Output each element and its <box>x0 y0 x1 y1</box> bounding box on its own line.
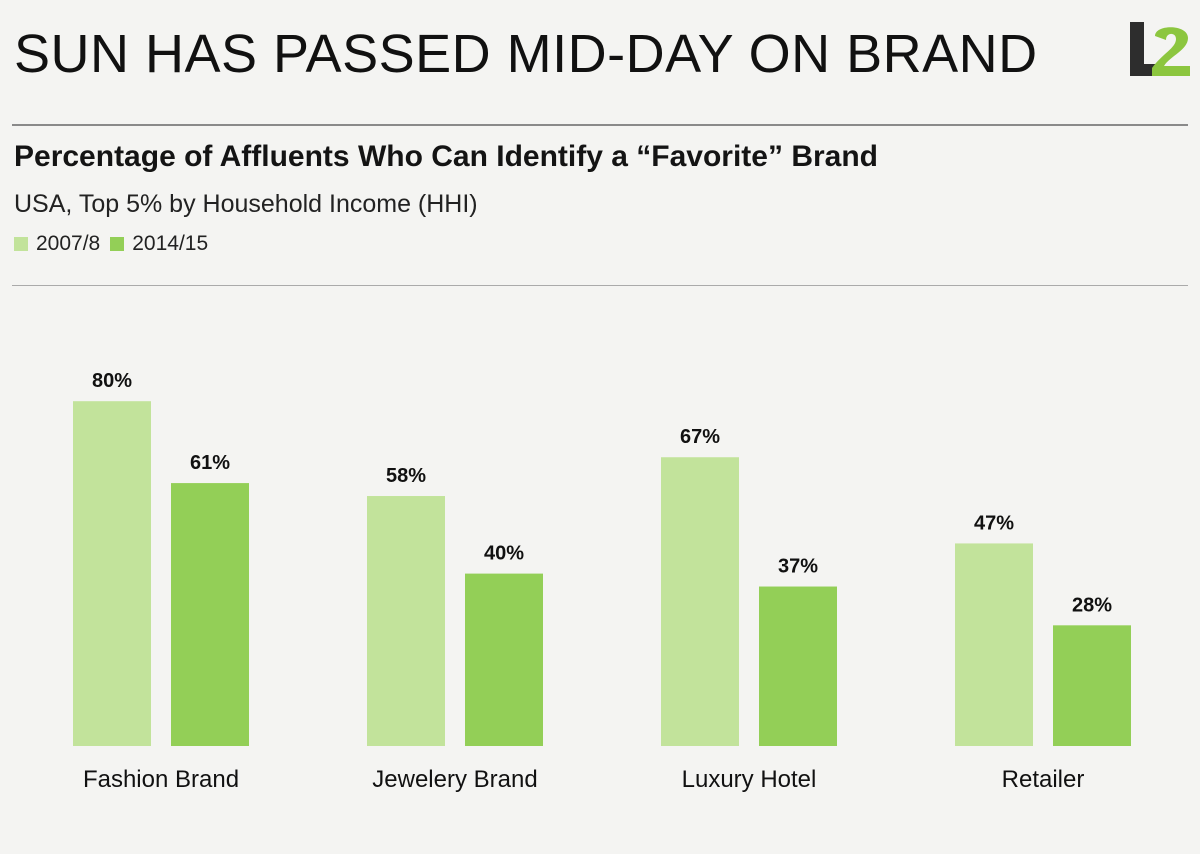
chart-legend: 2007/8 2014/15 <box>14 232 208 256</box>
bar-jewelery-brand-2014-15 <box>465 573 543 746</box>
header-divider <box>12 124 1188 126</box>
category-label-jewelery-brand: Jewelery Brand <box>372 766 537 793</box>
chart-title: Percentage of Affluents Who Can Identify… <box>14 140 878 173</box>
legend-label-2014: 2014/15 <box>132 232 209 255</box>
data-label-fashion-brand-2007-8: 80% <box>92 370 132 392</box>
slide-headline: SUN HAS PASSED MID-DAY ON BRAND <box>14 24 1038 84</box>
bar-jewelery-brand-2007-8 <box>367 496 445 746</box>
category-label-fashion-brand: Fashion Brand <box>83 766 239 793</box>
logo-l-stem <box>1130 22 1144 76</box>
category-label-luxury-hotel: Luxury Hotel <box>682 766 817 793</box>
bar-retailer-2007-8 <box>955 543 1033 746</box>
bar-fashion-brand-2007-8 <box>73 401 151 746</box>
data-label-fashion-brand-2014-15: 61% <box>190 452 230 474</box>
data-label-luxury-hotel-2014-15: 37% <box>778 556 818 578</box>
legend-item-2007: 2007/8 <box>14 232 100 256</box>
data-label-jewelery-brand-2007-8: 58% <box>386 465 426 487</box>
legend-swatch-2007 <box>14 237 28 251</box>
data-label-jewelery-brand-2014-15: 40% <box>484 543 524 565</box>
bar-luxury-hotel-2007-8 <box>661 457 739 746</box>
bar-luxury-hotel-2014-15 <box>759 586 837 746</box>
logo-two <box>1152 27 1190 76</box>
legend-swatch-2014 <box>110 237 125 251</box>
bar-fashion-brand-2014-15 <box>171 483 249 746</box>
bar-retailer-2014-15 <box>1053 625 1131 746</box>
data-label-retailer-2007-8: 47% <box>974 512 1014 534</box>
legend-label-2007: 2007/8 <box>36 232 101 255</box>
data-label-retailer-2014-15: 28% <box>1072 594 1112 616</box>
category-label-retailer: Retailer <box>1002 766 1085 793</box>
legend-divider <box>12 285 1188 286</box>
chart-subtitle: USA, Top 5% by Household Income (HHI) <box>14 190 478 218</box>
data-label-luxury-hotel-2007-8: 67% <box>680 426 720 448</box>
l2-logo <box>1130 22 1190 76</box>
legend-item-2014: 2014/15 <box>110 232 208 256</box>
